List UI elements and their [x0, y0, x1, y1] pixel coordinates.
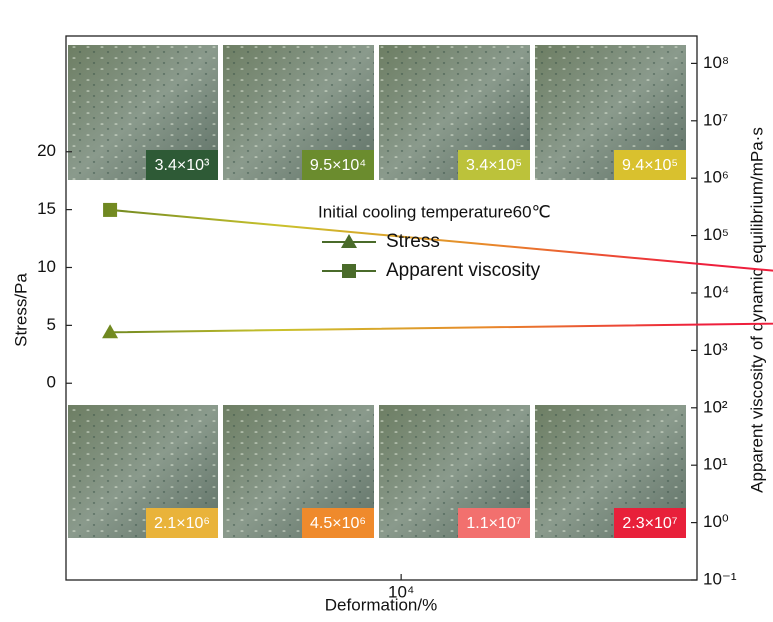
y2-tick-label: 10⁻¹ — [703, 569, 737, 588]
y2-tick-label: 10¹ — [703, 455, 728, 474]
y-tick-label: 20 — [37, 141, 56, 160]
inset-label: 2.3×10⁷ — [622, 515, 677, 532]
y2-tick-label: 10⁶ — [703, 168, 729, 187]
square-marker — [342, 264, 356, 278]
y2-tick-label: 10⁰ — [703, 512, 729, 531]
y2-tick-label: 10⁵ — [703, 225, 729, 244]
inset-label: 9.4×10⁵ — [622, 157, 678, 174]
inset-label: 1.1×10⁷ — [466, 515, 521, 532]
inset-label-box — [614, 508, 686, 538]
inset-label-box — [458, 150, 530, 180]
series-line — [109, 208, 773, 272]
y2-tick-label: 10³ — [703, 340, 728, 359]
y-tick-label: 10 — [37, 257, 56, 276]
inset-label-box — [302, 508, 374, 538]
legend-title: Initial cooling temperature60℃ — [318, 202, 551, 221]
inset-label: 3.4×10⁵ — [466, 157, 522, 174]
inset-label: 4.5×10⁶ — [310, 515, 366, 532]
inset-label: 2.1×10⁶ — [154, 515, 210, 532]
y-tick-label: 15 — [37, 199, 56, 218]
y-axis-title: Stress/Pa — [11, 273, 30, 347]
legend-label: Stress — [386, 231, 440, 252]
triangle-marker — [102, 324, 119, 339]
legend-label: Apparent viscosity — [386, 260, 541, 281]
y-tick-label: 0 — [47, 373, 56, 392]
y2-tick-label: 10² — [703, 397, 728, 416]
plot-frame — [65, 35, 698, 581]
inset-label-box — [302, 150, 374, 180]
inset-label-box — [614, 150, 686, 180]
x-tick-label: 10⁴ — [388, 582, 414, 601]
inset-label-box — [146, 508, 218, 538]
y2-tick-label: 10⁴ — [703, 282, 729, 301]
triangle-marker — [341, 234, 357, 248]
y2-tick-label: 10⁷ — [703, 110, 728, 129]
inset-label: 3.4×10³ — [155, 157, 210, 174]
y2-tick-label: 10⁸ — [703, 53, 729, 72]
inset-label: 9.5×10⁴ — [310, 157, 366, 174]
y2-axis-title: Apparent viscosity of dynamic equilibriu… — [747, 127, 766, 493]
inset-label-box — [458, 508, 530, 538]
y-tick-label: 5 — [47, 315, 56, 334]
x-axis-title: Deformation/% — [325, 595, 437, 614]
inset-label-box — [146, 150, 218, 180]
square-marker — [103, 202, 118, 217]
